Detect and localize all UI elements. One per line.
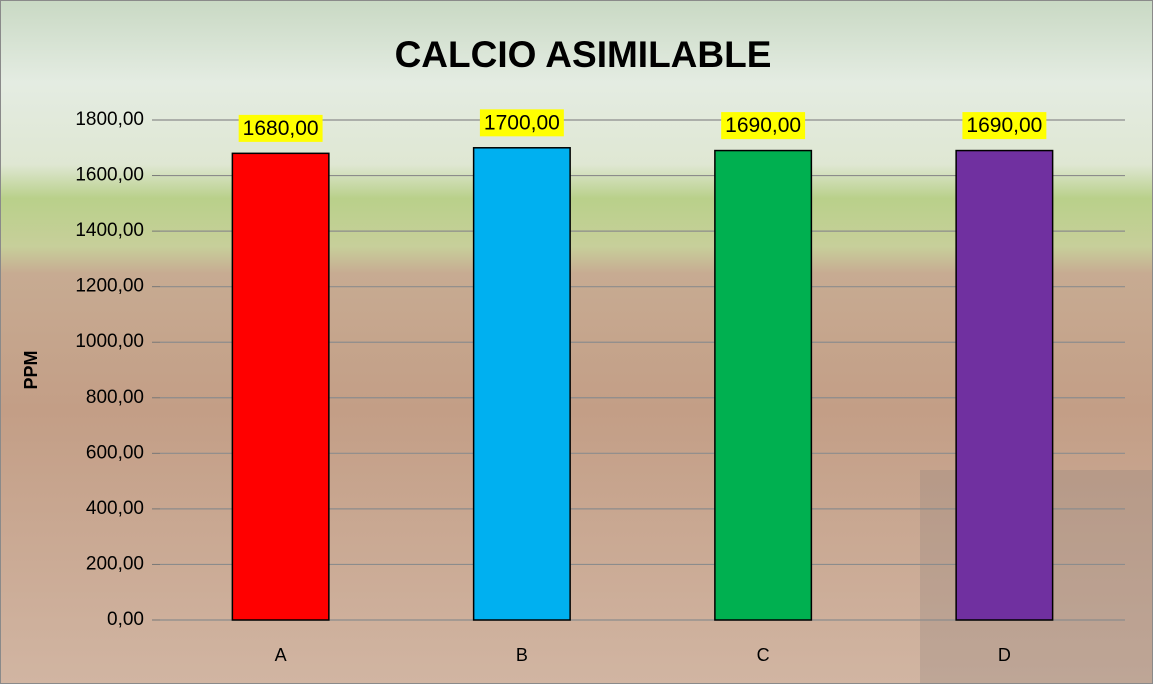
value-label: 1680,00: [243, 117, 319, 140]
value-label-bg: [238, 114, 323, 142]
y-axis-title: PPM: [21, 350, 41, 389]
y-tick-label: 1400,00: [75, 220, 144, 241]
value-label: 1690,00: [966, 114, 1042, 137]
bar: [472, 147, 571, 621]
y-tick-label: 1200,00: [75, 276, 144, 297]
x-tick-label: B: [516, 645, 528, 665]
value-label: 1690,00: [725, 114, 801, 137]
x-tick-label: C: [757, 645, 770, 665]
plot-area: 0,00 200,00 400,00 600,00 800,00 1000,00 1200,…: [75, 109, 1125, 665]
y-tick-label: 200,00: [86, 553, 144, 574]
value-label-bg: [479, 109, 564, 137]
chart-title: CALCIO ASIMILABLE: [395, 34, 772, 75]
y-tick-label: 400,00: [86, 498, 144, 519]
y-tick-label: 0,00: [107, 609, 144, 630]
y-tick-label: 1000,00: [75, 331, 144, 352]
x-tick-label: D: [998, 645, 1011, 665]
y-tick-label: 1600,00: [75, 165, 144, 186]
value-label: 1700,00: [484, 111, 560, 134]
x-tick-label: A: [275, 645, 287, 665]
y-tick-label: 1800,00: [75, 109, 144, 130]
bar: [955, 149, 1054, 621]
y-tick-label: 600,00: [86, 442, 144, 463]
y-tick-label: 800,00: [86, 387, 144, 408]
bar: [231, 152, 330, 621]
value-label-bg: [962, 112, 1047, 140]
bar: [714, 149, 813, 621]
value-label-bg: [721, 112, 806, 140]
